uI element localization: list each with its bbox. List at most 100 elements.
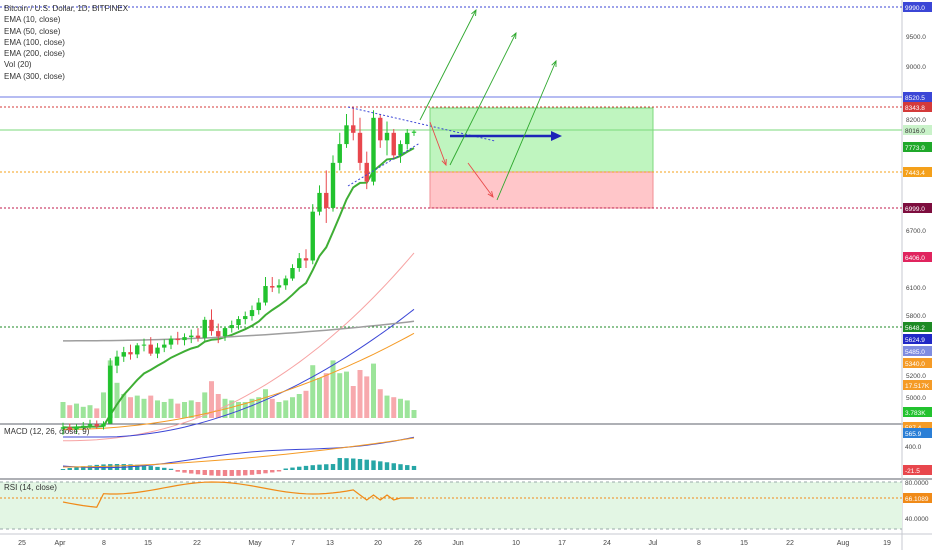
study-ema300[interactable]: EMA (300, close)	[4, 71, 65, 81]
macd-histogram-bar	[357, 459, 363, 470]
volume-bar	[161, 402, 167, 418]
time-axis-label: 8	[102, 540, 106, 547]
macd-axis-badge	[903, 465, 932, 475]
macd-histogram-bar	[202, 470, 207, 475]
volume-bar	[128, 397, 133, 418]
volume-bar	[256, 397, 262, 418]
macd-histogram-bar	[391, 463, 396, 470]
candle-body	[182, 337, 187, 341]
price-level-badge: 7443.4	[903, 167, 932, 177]
volume-bar	[296, 394, 302, 418]
macd-axis-label: 565.9	[905, 431, 922, 438]
macd-histogram-bar	[229, 470, 234, 476]
loss-zone	[429, 171, 654, 209]
symbol-title[interactable]: Bitcoin / U.S. Dollar, 1D, BITFINEX	[4, 4, 129, 13]
macd-axis-label: 400.0	[905, 444, 922, 451]
volume-bar	[404, 400, 410, 418]
macd-histogram-bar	[168, 468, 174, 470]
volume-bar	[323, 373, 329, 418]
candle-body	[141, 344, 147, 346]
badge-bg	[903, 142, 932, 152]
time-axis-label: 13	[326, 540, 334, 547]
macd-histogram-bar	[276, 470, 282, 472]
candle-body	[290, 268, 295, 279]
candle-body	[135, 345, 140, 355]
volume-bar	[344, 371, 349, 418]
study-volume[interactable]: Vol (20)	[4, 60, 32, 70]
macd-histogram-bar	[162, 467, 167, 470]
candle-body	[195, 335, 201, 338]
badge-label: 5485.0	[905, 349, 925, 356]
badge-label: 7443.4	[905, 170, 925, 177]
price-tick-label: 5000.0	[906, 395, 926, 402]
projection-arrow-2-head	[511, 31, 517, 40]
volume-bar	[377, 389, 383, 418]
badge-bg	[903, 2, 932, 12]
volume-bar	[148, 395, 154, 418]
candle-body	[351, 125, 356, 133]
study-ema100[interactable]: EMA (100, close)	[4, 37, 65, 47]
badge-label: 6999.0	[905, 206, 925, 213]
macd-histogram-bar	[249, 470, 255, 475]
candle-body	[87, 424, 93, 426]
volume-bar	[242, 402, 248, 418]
macd-axis-badge	[903, 422, 932, 432]
study-ema50[interactable]: EMA (50, close)	[4, 26, 61, 36]
price-level-badge: 3.783K	[903, 407, 932, 417]
macd-histogram-bar	[303, 465, 309, 470]
volume-bar	[188, 400, 194, 418]
breakout-arrowhead	[551, 131, 562, 141]
projection-arrow-1-head	[471, 8, 477, 17]
macd-label[interactable]: MACD (12, 26, close, 9)	[4, 427, 90, 436]
candle-body	[310, 211, 315, 261]
macd-histogram-bar	[60, 469, 66, 470]
projection-arrow-3	[496, 60, 557, 201]
volume-bar	[330, 360, 336, 418]
macd-histogram-bar	[317, 464, 322, 470]
price-tick-label: 9500.0	[906, 34, 926, 41]
ema200-line	[62, 332, 415, 430]
price-level-badge: 5624.9	[903, 334, 932, 344]
macd-signal-line	[63, 437, 415, 468]
candle-body	[229, 325, 234, 329]
candle-body	[108, 365, 113, 424]
badge-label: 5340.0	[905, 361, 925, 368]
price-axis: 9500.09000.08200.07000.06700.06100.05800…	[903, 2, 932, 523]
rsi-label[interactable]: RSI (14, close)	[4, 483, 57, 492]
ema100-line	[63, 308, 415, 438]
time-axis-label: 22	[193, 540, 201, 547]
macd-histogram-bar	[222, 470, 228, 476]
candle-body	[330, 162, 336, 208]
study-ema200[interactable]: EMA (200, close)	[4, 49, 65, 59]
pullback-arrow-2	[467, 162, 494, 198]
price-level-badge: 5340.0	[903, 358, 932, 368]
macd-histogram-bar	[290, 467, 295, 470]
price-level-badge: 9990.0	[903, 2, 932, 12]
time-axis-label: 15	[740, 540, 748, 547]
macd-histogram-bar	[324, 464, 329, 470]
badge-bg	[903, 252, 932, 262]
volume-bar	[195, 402, 201, 418]
macd-histogram-bar	[398, 464, 403, 470]
volume-bar	[155, 400, 160, 418]
macd-histogram-bar	[135, 464, 140, 470]
rsi-axis-badge	[903, 493, 932, 503]
badge-label: 8520.5	[905, 95, 925, 102]
volume-bar	[87, 405, 93, 418]
macd-histogram-bar	[155, 466, 160, 470]
badge-bg	[903, 407, 932, 417]
candle-body	[148, 344, 153, 354]
macd-histogram-bar	[189, 470, 194, 474]
candle-body	[411, 131, 417, 133]
macd-histogram-bar	[405, 465, 410, 470]
candle-body	[263, 286, 268, 303]
macd-histogram-bar	[182, 470, 187, 473]
badge-label: 8343.8	[905, 105, 925, 112]
study-ema10[interactable]: EMA (10, close)	[4, 15, 61, 25]
price-tick-label: 6100.0	[906, 285, 926, 292]
volume-bar	[74, 403, 79, 418]
rsi-axis-label: 80.0000	[905, 480, 929, 487]
volume-bar	[182, 402, 187, 418]
